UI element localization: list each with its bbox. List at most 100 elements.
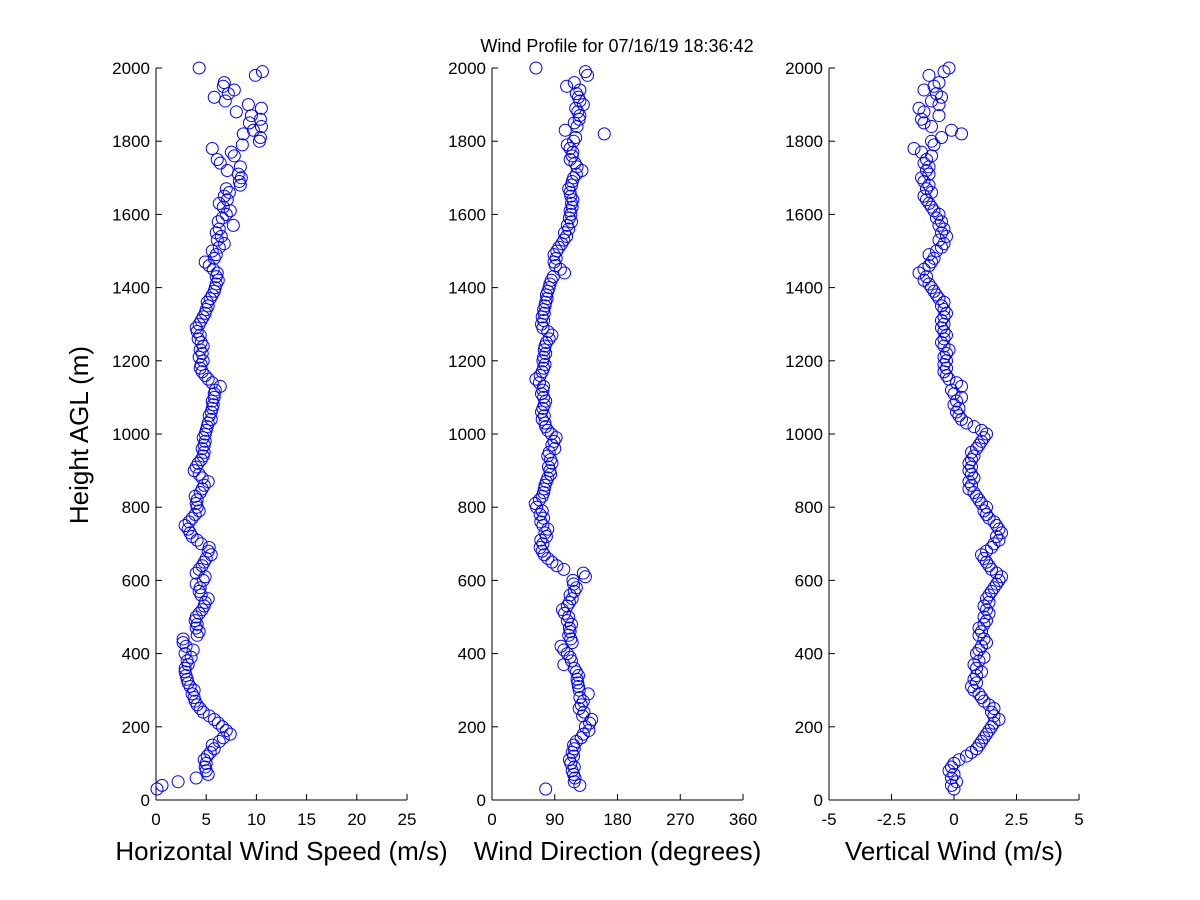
data-point — [563, 650, 577, 664]
data-point — [560, 647, 574, 661]
y-tick-label: 200 — [795, 718, 823, 737]
data-point — [187, 464, 201, 478]
y-tick-label: 1800 — [785, 132, 823, 151]
data-point — [985, 562, 998, 576]
data-point — [578, 65, 592, 79]
y-tick-label: 1600 — [785, 205, 823, 224]
data-point — [925, 120, 938, 134]
data-point — [186, 643, 200, 657]
data-point — [980, 603, 993, 617]
data-point — [975, 691, 988, 705]
data-point — [219, 723, 233, 737]
data-point — [569, 87, 583, 101]
data-point — [937, 357, 951, 371]
data-point — [567, 584, 581, 598]
data-point — [196, 310, 210, 324]
data-point — [189, 321, 203, 335]
data-point — [528, 497, 542, 511]
y-tick-label: 2000 — [448, 59, 486, 78]
data-point — [932, 233, 946, 247]
data-point — [194, 357, 208, 371]
data-point — [564, 632, 578, 646]
y-tick-label: 200 — [458, 718, 486, 737]
data-point — [980, 727, 993, 741]
data-point — [176, 636, 190, 650]
data-point — [557, 643, 571, 657]
data-point — [231, 167, 245, 181]
data-point — [562, 621, 576, 635]
data-point — [223, 204, 237, 218]
y-tick-label: 800 — [795, 498, 823, 517]
data-point — [552, 240, 566, 254]
data-point — [193, 328, 207, 342]
data-point — [236, 127, 250, 141]
data-point — [192, 61, 206, 75]
data-point — [190, 493, 204, 507]
data-point — [533, 540, 547, 554]
data-point — [201, 592, 215, 606]
data-point — [563, 153, 577, 166]
data-point — [575, 163, 589, 177]
y-tick-label: 1400 — [112, 279, 150, 298]
x-tick-label: 0 — [151, 810, 160, 829]
data-point — [571, 669, 585, 683]
data-point — [967, 672, 981, 686]
y-tick-label: 1000 — [112, 425, 150, 444]
data-point — [190, 698, 204, 712]
data-point — [975, 434, 988, 448]
data-point — [183, 526, 197, 540]
data-point — [235, 138, 249, 152]
data-point — [192, 317, 206, 331]
data-point — [915, 145, 928, 159]
panel-direction: 0 200 400 600 800 1000 1200 1400 1600 1800 2000 0 90… — [448, 59, 761, 866]
data-point — [937, 303, 951, 317]
data-point — [562, 182, 576, 196]
data-point — [197, 753, 211, 767]
data-point — [560, 229, 574, 243]
data-point — [195, 559, 209, 573]
data-point — [185, 511, 199, 525]
data-point — [915, 112, 928, 126]
data-point — [935, 226, 948, 240]
data-point — [179, 639, 193, 653]
data-point — [925, 200, 938, 214]
data-point — [219, 182, 233, 196]
data-point — [992, 573, 1006, 587]
data-point — [550, 559, 564, 573]
data-point — [192, 504, 206, 518]
data-point — [977, 731, 991, 745]
data-point — [254, 101, 268, 115]
data-point — [932, 218, 946, 232]
data-point — [207, 90, 221, 104]
data-point — [569, 131, 583, 145]
x-tick-label: 90 — [545, 810, 564, 829]
data-point — [185, 529, 199, 543]
data-point — [937, 310, 951, 324]
data-point — [538, 357, 552, 371]
data-point — [234, 171, 248, 185]
data-point — [585, 712, 599, 726]
data-point — [560, 79, 574, 93]
data-point — [982, 723, 996, 737]
y-tick-label: 1800 — [112, 132, 150, 151]
data-point — [572, 702, 586, 715]
data-point — [532, 493, 546, 507]
data-point — [539, 782, 553, 796]
data-point — [947, 782, 961, 796]
data-point — [215, 211, 229, 225]
y-tick-label: 800 — [122, 498, 150, 517]
data-point — [203, 745, 217, 759]
data-point — [945, 123, 958, 137]
data-point — [255, 65, 269, 79]
data-point — [241, 98, 255, 112]
data-point — [195, 471, 209, 485]
data-point — [190, 628, 204, 642]
data-point — [982, 588, 996, 602]
data-point — [190, 617, 204, 631]
data-point — [558, 123, 572, 137]
data-point — [955, 127, 968, 141]
data-point — [977, 551, 991, 565]
y-tick-label: 400 — [795, 645, 823, 664]
data-point — [975, 497, 988, 511]
